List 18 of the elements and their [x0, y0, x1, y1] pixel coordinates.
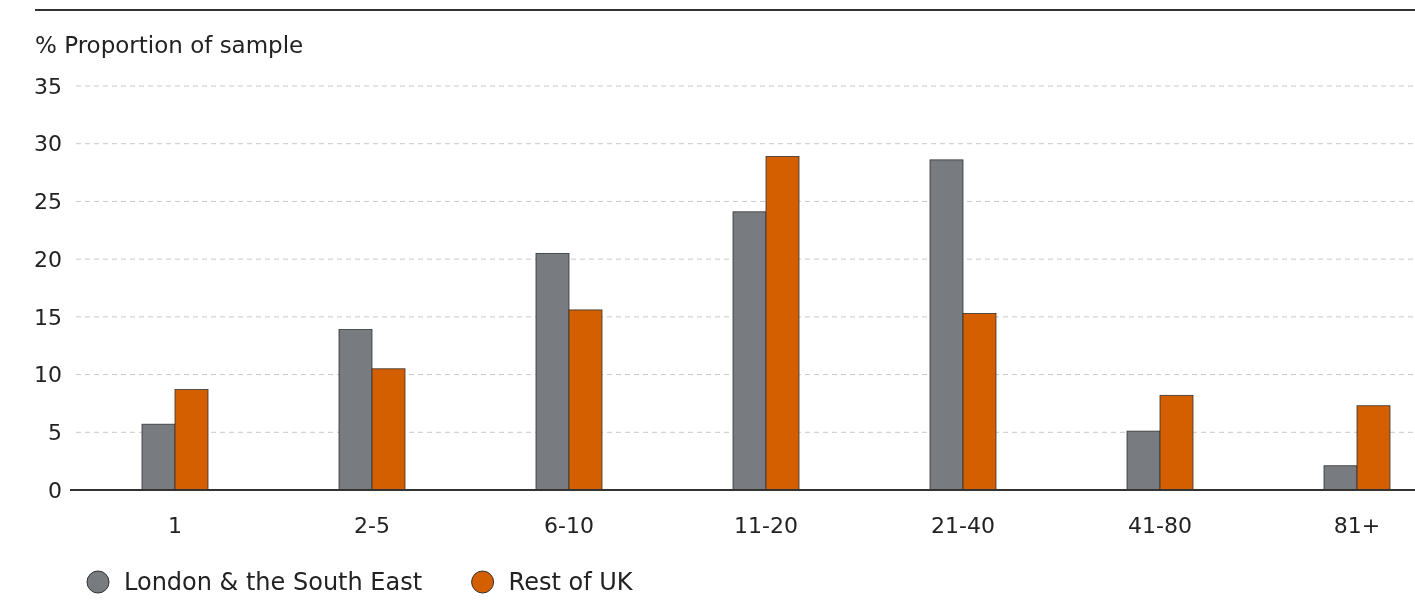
- y-tick-label: 5: [48, 419, 62, 445]
- x-tick-label: 41-80: [1128, 513, 1192, 538]
- x-tick-label: 1: [168, 513, 182, 538]
- legend-label: Rest of UK: [508, 568, 634, 597]
- y-tick-label: 35: [34, 73, 62, 99]
- x-tick-label: 81+: [1333, 513, 1381, 538]
- y-tick-label: 10: [34, 362, 62, 388]
- x-tick-label: 6-10: [544, 513, 594, 538]
- y-tick-label: 30: [34, 131, 62, 157]
- legend-label: London & the South East: [124, 568, 423, 597]
- y-tick-label: 0: [48, 477, 62, 503]
- x-tick-label: 11-20: [734, 513, 798, 538]
- y-axis-title: % Proportion of sample: [35, 32, 304, 58]
- y-tick-label: 25: [34, 189, 62, 215]
- x-tick-label: 2-5: [354, 513, 390, 538]
- y-tick-label: 20: [34, 246, 62, 272]
- y-tick-label: 15: [34, 304, 62, 330]
- x-tick-label: 21-40: [931, 513, 995, 538]
